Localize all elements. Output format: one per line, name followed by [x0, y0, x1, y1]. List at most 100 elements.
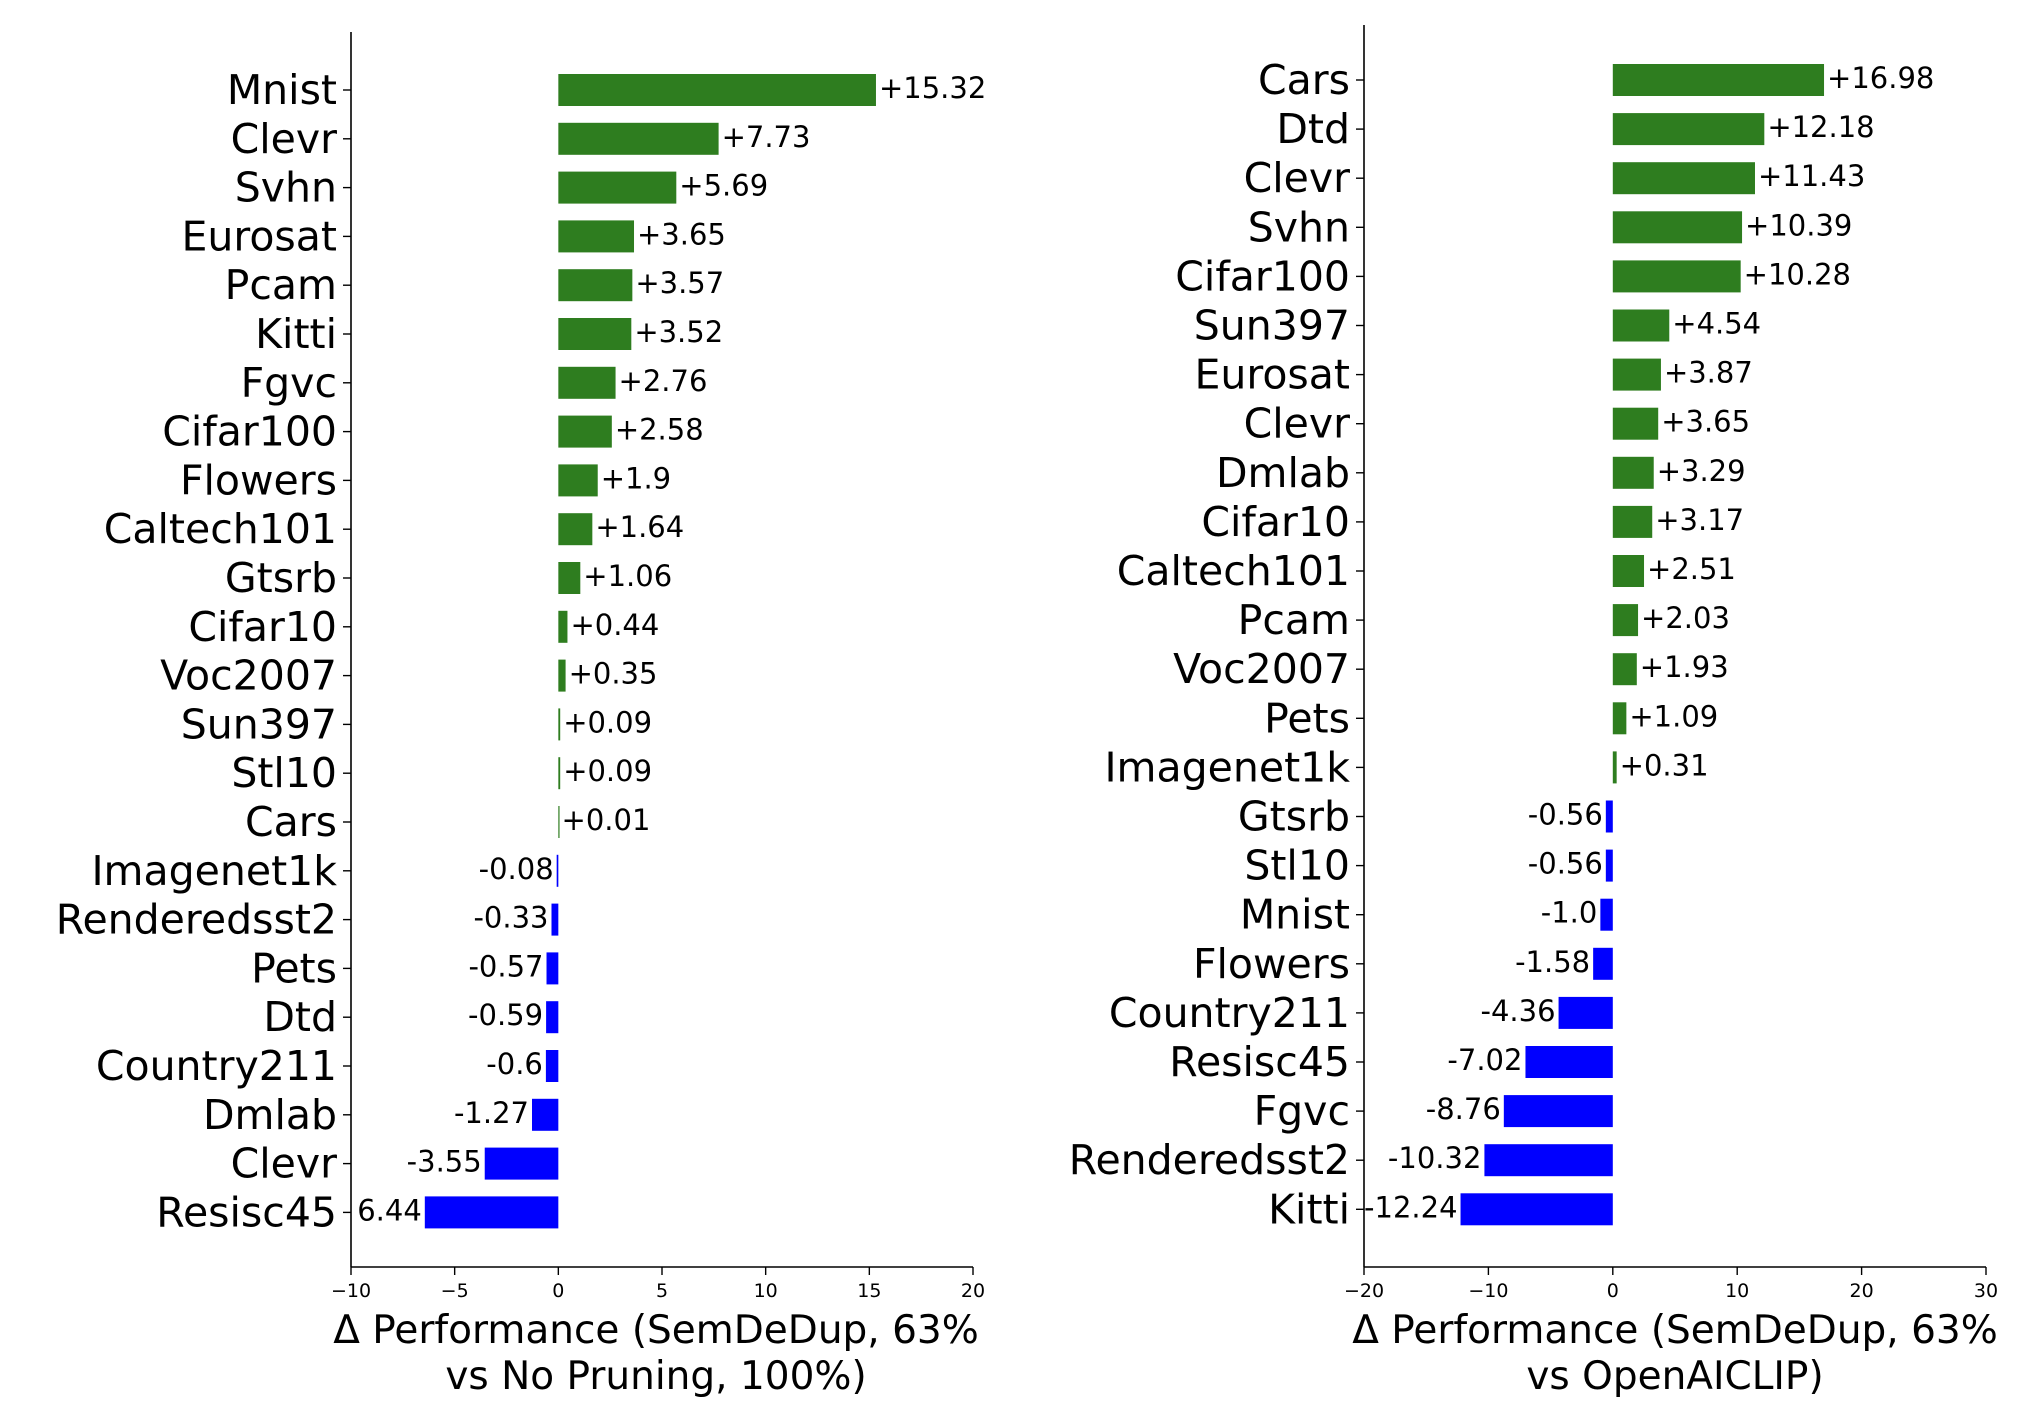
bar [558, 562, 581, 594]
bar [484, 1147, 559, 1180]
value-label: +2.03 [1641, 601, 1730, 635]
value-label: +0.09 [563, 754, 652, 788]
value-label: +3.52 [634, 315, 723, 349]
category-label: Imagenet1k [91, 847, 337, 895]
category-label: Svhn [1248, 203, 1350, 251]
category-label: Sun397 [1194, 302, 1350, 350]
bar [1605, 849, 1613, 882]
value-label: +3.17 [1655, 503, 1744, 537]
value-label: +1.9 [601, 461, 671, 495]
category-label: Mnist [1240, 891, 1350, 939]
bar [1612, 555, 1645, 587]
bar [1612, 456, 1654, 489]
bar [558, 220, 635, 253]
value-label: +3.65 [1661, 405, 1750, 439]
value-label: +1.06 [583, 559, 672, 593]
value-label: +5.69 [679, 169, 768, 203]
category-label: Cars [1258, 56, 1350, 104]
bar [1558, 996, 1613, 1029]
bar [1612, 407, 1659, 440]
value-label: -3.55 [407, 1145, 482, 1179]
bar [558, 708, 561, 741]
value-label: +0.31 [1620, 748, 1709, 782]
category-label: Renderedsst2 [1069, 1136, 1350, 1184]
value-label: +2.51 [1647, 552, 1736, 586]
category-label: Cifar100 [1175, 252, 1350, 300]
category-label: Pets [251, 944, 337, 992]
bar [1484, 1144, 1613, 1177]
bar [551, 903, 559, 936]
value-label: +16.98 [1827, 61, 1934, 95]
category-label: Mnist [227, 66, 337, 114]
category-label: Eurosat [182, 212, 338, 260]
value-label: -0.33 [473, 901, 548, 935]
value-label: +3.57 [635, 266, 724, 300]
value-label: +15.32 [879, 71, 986, 105]
value-label: -1.58 [1515, 945, 1590, 979]
value-label: -4.36 [1481, 994, 1556, 1028]
bar [558, 757, 561, 790]
category-label: Dtd [1276, 105, 1350, 153]
value-label: -0.57 [468, 949, 543, 983]
bar [558, 415, 612, 448]
value-label: +1.09 [1629, 699, 1718, 733]
value-label: -7.02 [1447, 1043, 1522, 1077]
value-label: +0.35 [569, 657, 658, 691]
category-label: Caltech101 [1117, 547, 1350, 595]
x-tick-label: −10 [1468, 1280, 1508, 1302]
category-label: Country211 [96, 1042, 337, 1090]
category-label: Dmlab [203, 1091, 337, 1139]
value-label: -0.08 [479, 852, 554, 886]
category-label: Stl10 [231, 749, 337, 797]
x-axis-label: Δ Performance (SemDeDup, 63% [333, 1308, 979, 1353]
bar [1612, 505, 1653, 538]
value-label: +10.39 [1745, 208, 1852, 242]
value-label: +2.76 [619, 364, 708, 398]
value-label: -0.56 [1528, 798, 1603, 832]
category-label: Cifar10 [188, 603, 337, 651]
category-label: Gtsrb [1238, 793, 1350, 841]
category-label: Flowers [180, 456, 337, 504]
left-chart: Mnist +15.32 Clevr +7.73 Svhn +5.69 Eurosat +3.… [56, 32, 986, 1399]
category-label: Imagenet1k [1104, 743, 1350, 791]
category-label: Renderedsst2 [56, 896, 337, 944]
category-label: Caltech101 [104, 505, 337, 553]
x-tick-label: −20 [1344, 1280, 1384, 1302]
value-label: +0.01 [562, 803, 651, 837]
value-label: +3.29 [1657, 454, 1746, 488]
value-label: -1.0 [1541, 896, 1598, 930]
category-label: Pcam [1238, 596, 1350, 644]
bar [558, 366, 616, 399]
category-label: Stl10 [1244, 842, 1350, 890]
category-label: Resisc45 [1169, 1038, 1350, 1086]
category-label: Dtd [263, 993, 337, 1041]
x-tick-label: 15 [857, 1280, 881, 1302]
bar [1503, 1095, 1613, 1128]
bar [1460, 1193, 1613, 1226]
bar [558, 806, 560, 838]
bar [1612, 702, 1627, 735]
category-label: Resisc45 [156, 1188, 337, 1236]
x-axis-label: vs OpenAICLIP) [1526, 1354, 1823, 1399]
value-label: -12.24 [1364, 1190, 1458, 1224]
category-label: Cifar100 [162, 408, 337, 456]
x-tick-label: 30 [1974, 1280, 1998, 1302]
category-label: Pets [1264, 694, 1350, 742]
bar [1612, 604, 1639, 637]
category-label: Cifar10 [1201, 498, 1350, 546]
x-tick-label: 10 [754, 1280, 778, 1302]
bar [1612, 64, 1825, 96]
category-label: Clevr [231, 1140, 338, 1188]
bar [556, 854, 559, 887]
category-label: Clevr [1244, 400, 1351, 448]
value-label: -10.32 [1388, 1141, 1482, 1175]
category-label: Voc2007 [1173, 645, 1350, 693]
bar [1612, 260, 1741, 293]
bar [558, 318, 632, 350]
x-axis-label: vs No Pruning, 100%) [445, 1354, 866, 1399]
bar [1612, 358, 1661, 391]
bar [558, 74, 876, 106]
bar [558, 171, 677, 204]
bar [1612, 653, 1637, 686]
value-label: +0.44 [570, 608, 659, 642]
